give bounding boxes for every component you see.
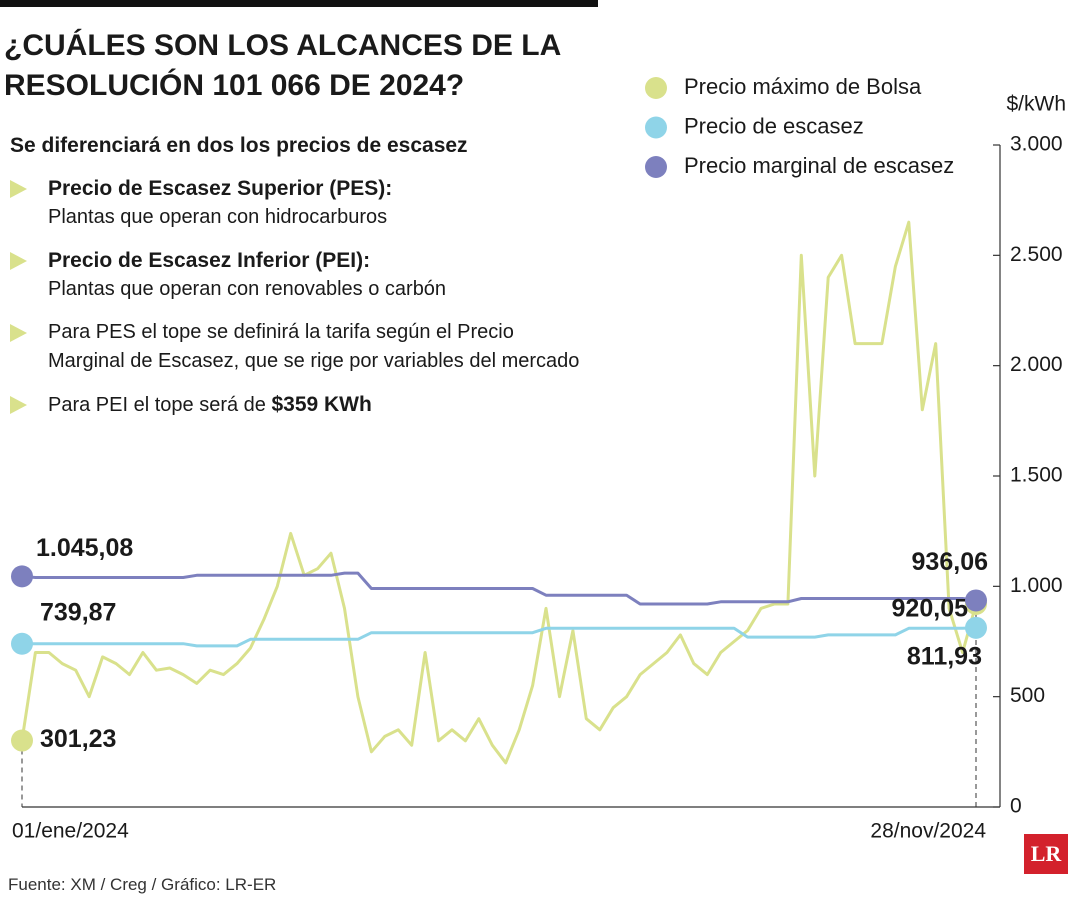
note-heading: Precio de Escasez Inferior (PEI): bbox=[48, 249, 371, 272]
series-line bbox=[20, 220, 978, 765]
y-tick-label: 500 bbox=[1010, 684, 1045, 707]
source: Fuente: XM / Creg / Gráfico: LR-ER bbox=[8, 875, 277, 894]
note: Para PEI el tope será de $359 KWh bbox=[10, 390, 650, 420]
y-tick-label: 2.500 bbox=[1010, 243, 1063, 266]
y-tick-label: 2.000 bbox=[1010, 353, 1063, 376]
y-tick-label: 1.500 bbox=[1010, 464, 1063, 487]
legend-swatch bbox=[645, 77, 667, 99]
value-label: 920,05 bbox=[892, 595, 969, 623]
note-emphasis: $359 KWh bbox=[271, 393, 372, 416]
note-text: Plantas que operan con hidrocarburos bbox=[48, 206, 388, 228]
y-tick-label: 3.000 bbox=[1010, 133, 1063, 156]
note-text: Marginal de Escasez, que se rige por var… bbox=[48, 350, 580, 372]
end-point bbox=[965, 589, 987, 612]
note-text: Para PES el tope se definirá la tarifa s… bbox=[48, 321, 514, 343]
note: Precio de Escasez Inferior (PEI): Plantas… bbox=[10, 246, 650, 304]
y-axis-label: $/kWh bbox=[1006, 93, 1066, 116]
legend-label: Precio de escasez bbox=[684, 113, 864, 138]
note-text: Plantas que operan con renovables o carb… bbox=[48, 278, 447, 300]
end-point bbox=[11, 565, 33, 588]
legend-swatch bbox=[645, 116, 667, 139]
note-text: Para PEI el tope será de bbox=[48, 394, 272, 416]
legend-swatch bbox=[645, 156, 667, 178]
x-tick-label: 01/ene/2024 bbox=[12, 820, 129, 843]
value-label: 811,93 bbox=[907, 642, 982, 670]
end-point bbox=[965, 616, 987, 639]
note: Para PES el tope se definirá la tarifa s… bbox=[10, 318, 650, 376]
value-label: 739,87 bbox=[40, 598, 116, 626]
top-bar bbox=[0, 0, 598, 7]
y-tick-label: 1.000 bbox=[1010, 574, 1063, 597]
legend-label: Precio máximo de Bolsa bbox=[684, 74, 922, 99]
series-line bbox=[22, 626, 977, 648]
end-point bbox=[11, 729, 33, 752]
series-line bbox=[21, 571, 977, 606]
note: Precio de Escasez Superior (PES): Plantas… bbox=[10, 174, 650, 232]
x-tick-label: 28/nov/2024 bbox=[870, 820, 986, 843]
legend-label: Precio marginal de escasez bbox=[684, 153, 954, 178]
note-heading: Precio de Escasez Superior (PES): bbox=[48, 177, 393, 200]
value-label: 936,06 bbox=[912, 548, 988, 576]
value-label: 1.045,08 bbox=[36, 534, 133, 562]
subtitle: Se diferenciará en dos los precios de es… bbox=[10, 134, 468, 157]
y-tick-label: 0 bbox=[1010, 795, 1022, 818]
chart-title: ¿CUÁLES SON LOS ALCANCES DE LA RESOLUCIÓ… bbox=[4, 29, 561, 102]
end-point bbox=[11, 632, 33, 655]
value-label: 301,23 bbox=[40, 725, 116, 753]
logo: LR bbox=[1024, 834, 1068, 874]
notes: Precio de Escasez Superior (PES): Plantas… bbox=[10, 174, 650, 434]
